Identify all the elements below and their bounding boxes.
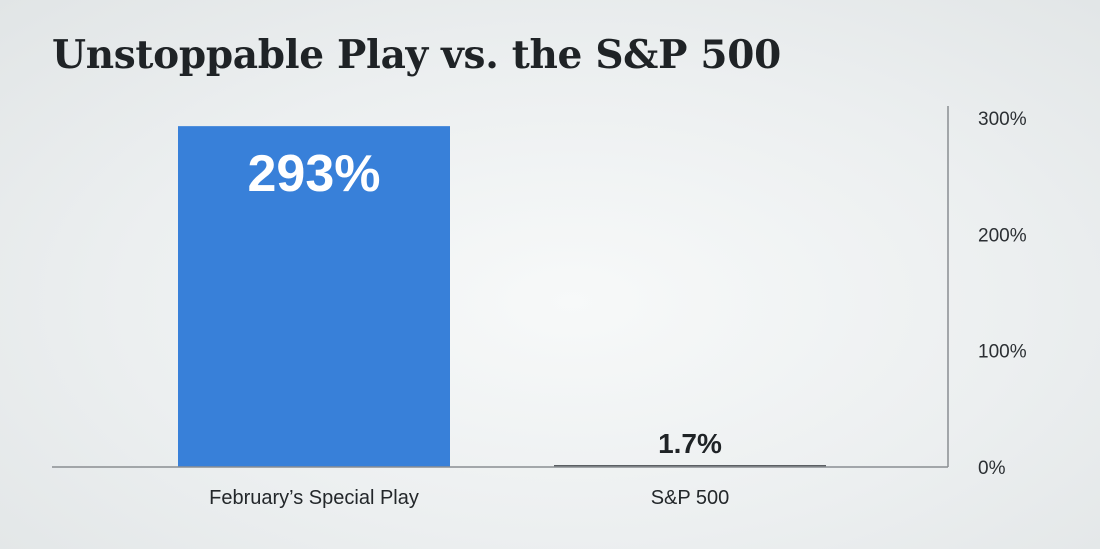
data-label: 1.7% bbox=[658, 428, 722, 459]
y-tick-label: 300% bbox=[978, 109, 1027, 130]
category-label: S&P 500 bbox=[651, 487, 730, 509]
bar-sp500 bbox=[554, 465, 826, 467]
y-tick-label: 100% bbox=[978, 342, 1027, 363]
category-label: February’s Special Play bbox=[209, 487, 419, 509]
y-tick-label: 200% bbox=[978, 225, 1027, 246]
chart-title: Unstoppable Play vs. the S&P 500 bbox=[52, 32, 781, 78]
data-label: 293% bbox=[248, 145, 381, 203]
y-tick-label: 0% bbox=[978, 458, 1006, 479]
bar-special-play bbox=[178, 126, 450, 467]
